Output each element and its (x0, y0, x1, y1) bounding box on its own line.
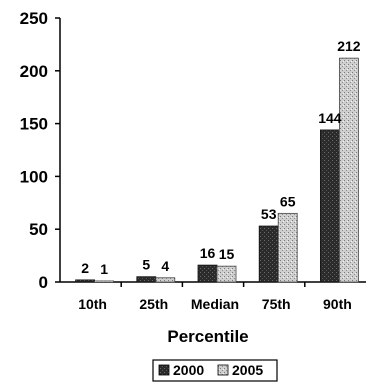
bar-2005-median (216, 265, 237, 283)
y-tick-label: 50 (29, 220, 48, 239)
y-tick-label: 150 (20, 115, 48, 134)
legend-swatch-2000 (158, 364, 170, 376)
legend-swatch-2005 (217, 364, 229, 376)
y-tick-label: 0 (39, 273, 48, 292)
data-label-2000-median: 16 (200, 245, 216, 261)
legend-label-2005: 2005 (232, 362, 263, 378)
bar-2000-90th (319, 129, 340, 283)
bar-2000-25th (136, 276, 157, 283)
data-label-2005-25th: 4 (161, 258, 169, 274)
data-label-2005-90th: 212 (337, 38, 361, 54)
data-label-2000-75th: 53 (261, 206, 277, 222)
data-label-2000-25th: 5 (142, 257, 150, 273)
x-tick-label: Median (191, 296, 239, 312)
x-tick-label: 25th (139, 296, 168, 312)
y-tick-label: 100 (20, 167, 48, 186)
x-tick-label: 90th (323, 296, 352, 312)
bar-2005-90th (338, 57, 359, 283)
legend-label-2000: 2000 (173, 362, 204, 378)
y-tick-label: 250 (20, 9, 48, 28)
bar-2000-75th (258, 225, 279, 283)
data-label-2000-90th: 144 (318, 110, 342, 126)
legend-box (152, 359, 278, 382)
data-label-2000-10th: 2 (81, 260, 89, 276)
bar-2000-10th (75, 279, 95, 283)
x-tick-label: 75th (262, 296, 291, 312)
bar-2000-median (197, 264, 218, 283)
data-label-2005-median: 15 (219, 246, 235, 262)
bar-2005-75th (277, 212, 298, 283)
y-tick-label: 200 (20, 62, 48, 81)
bar-2005-25th (155, 277, 176, 283)
bar-2005-10th (94, 280, 114, 283)
x-tick-label: 10th (78, 296, 107, 312)
x-axis-title: Percentile (167, 327, 248, 346)
data-label-2005-10th: 1 (100, 261, 108, 277)
data-label-2005-75th: 65 (280, 193, 296, 209)
